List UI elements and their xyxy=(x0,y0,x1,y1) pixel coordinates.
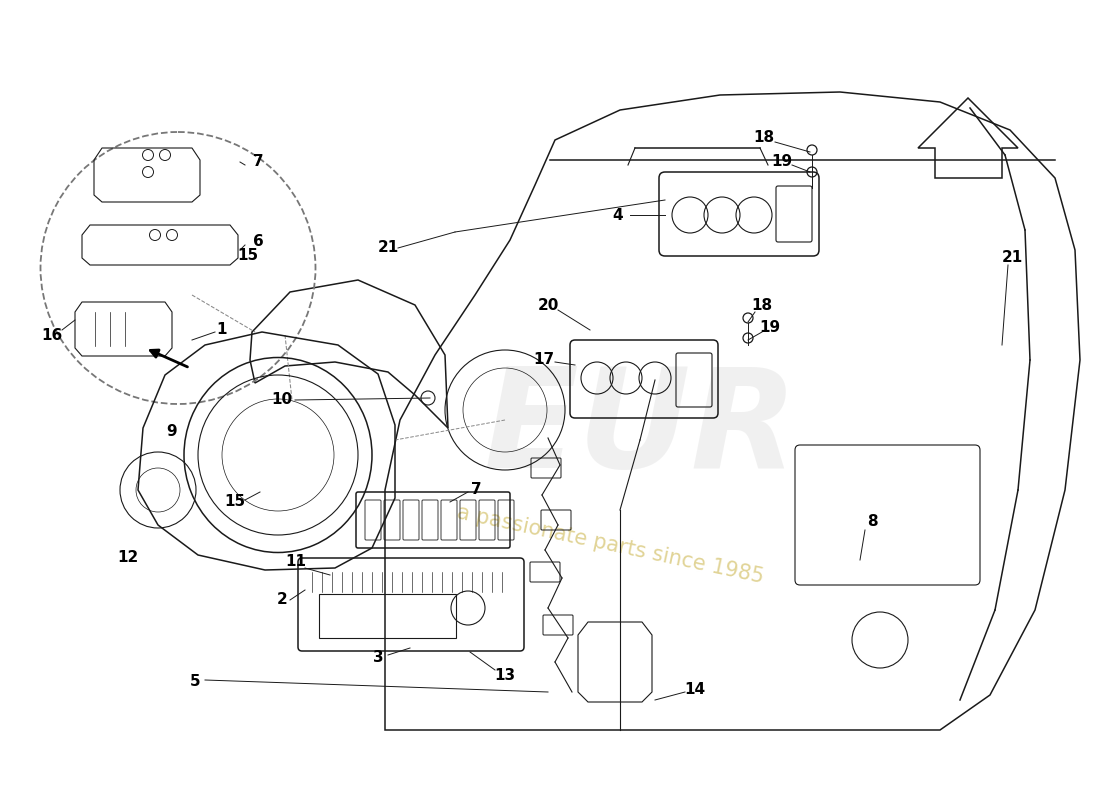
Text: 16: 16 xyxy=(42,327,63,342)
Text: 5: 5 xyxy=(189,674,200,690)
Text: 15: 15 xyxy=(238,247,258,262)
Text: 7: 7 xyxy=(253,154,263,170)
Text: 20: 20 xyxy=(537,298,559,313)
Text: 14: 14 xyxy=(684,682,705,698)
Text: 18: 18 xyxy=(751,298,772,314)
Text: 6: 6 xyxy=(253,234,263,250)
Text: 11: 11 xyxy=(286,554,307,570)
Text: 1: 1 xyxy=(217,322,228,338)
Text: 19: 19 xyxy=(771,154,793,170)
Text: 10: 10 xyxy=(272,393,293,407)
Text: 21: 21 xyxy=(1001,250,1023,266)
Text: 18: 18 xyxy=(754,130,774,146)
Text: 13: 13 xyxy=(494,667,516,682)
Text: 3: 3 xyxy=(373,650,383,666)
Text: a passionate parts since 1985: a passionate parts since 1985 xyxy=(454,502,766,587)
Text: 9: 9 xyxy=(167,425,177,439)
Text: 7: 7 xyxy=(471,482,482,498)
Text: 17: 17 xyxy=(534,353,554,367)
Text: 12: 12 xyxy=(118,550,139,566)
Text: EUR: EUR xyxy=(483,362,798,498)
Text: 4: 4 xyxy=(613,207,624,222)
Text: 21: 21 xyxy=(377,241,398,255)
Text: 2: 2 xyxy=(276,593,287,607)
Text: 19: 19 xyxy=(759,321,781,335)
Text: 8: 8 xyxy=(867,514,878,530)
Text: 15: 15 xyxy=(224,494,245,510)
